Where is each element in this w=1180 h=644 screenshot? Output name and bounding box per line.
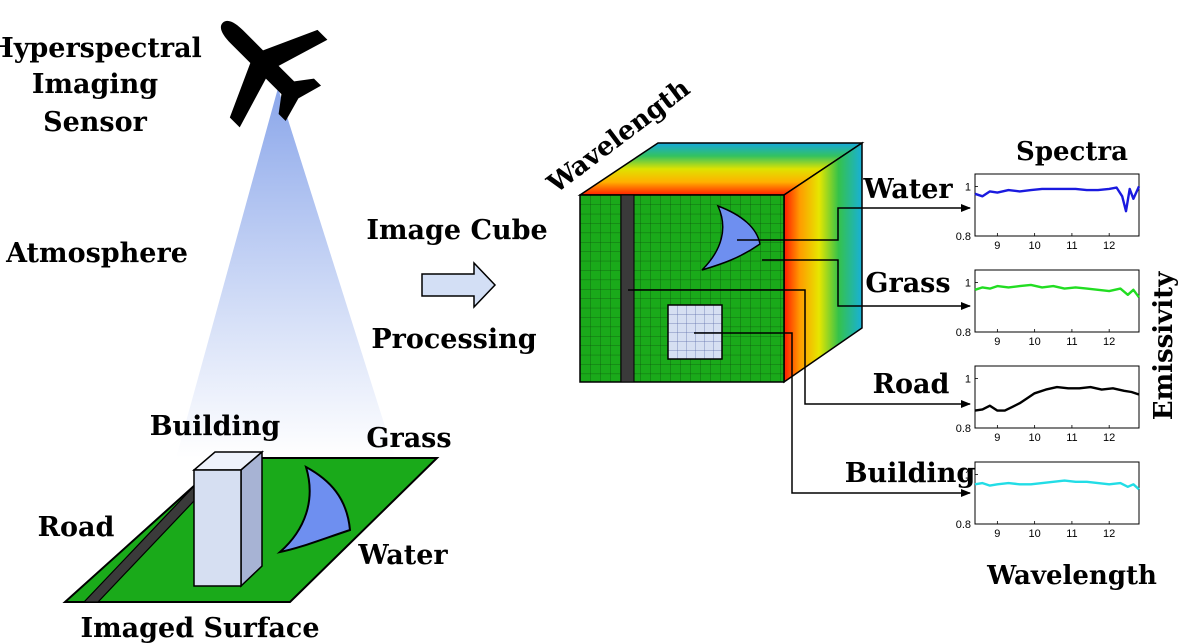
y-tick-label: 0.8: [956, 423, 971, 435]
road-connector: [628, 289, 971, 408]
x-tick-label: 12: [1103, 528, 1115, 540]
grass-chart-frame: [974, 269, 1140, 333]
scene-grass-label: Grass: [366, 423, 451, 454]
building-spectrum-label: Building: [845, 458, 976, 489]
x-tick-label: 10: [1029, 528, 1041, 540]
building-spectrum-line: [974, 479, 1140, 491]
grass-spectrum-line: [974, 283, 1140, 299]
processing-label: Processing: [371, 324, 536, 355]
x-tick-label: 12: [1103, 336, 1115, 348]
atmosphere-label: Atmosphere: [5, 238, 188, 269]
cube-road-column: [620, 194, 635, 383]
x-tick-label: 12: [1103, 240, 1115, 252]
building-front: [193, 469, 242, 587]
building-spectrum-chart: 9 10 11 12 0.8 1: [956, 461, 1140, 540]
x-tick-label: 11: [1066, 432, 1077, 444]
building-chart-frame: [974, 461, 1140, 525]
x-tick-label: 9: [994, 240, 1000, 252]
x-tick-label: 10: [1029, 240, 1041, 252]
y-tick-label: 1: [965, 181, 971, 193]
sensor-label-line-3: Sensor: [43, 107, 148, 138]
x-tick-label: 12: [1103, 432, 1115, 444]
water-body: [276, 464, 352, 554]
road-spectrum-line: [974, 385, 1140, 412]
road-chart-frame: [974, 365, 1140, 429]
road-spectrum-label: Road: [873, 369, 950, 400]
processing-arrow: [421, 261, 497, 309]
water-spectrum-line: [974, 185, 1141, 213]
x-tick-label: 9: [994, 432, 1000, 444]
x-tick-label: 9: [994, 336, 1000, 348]
y-tick-label: 1: [965, 277, 971, 289]
building-connector: [694, 332, 971, 497]
y-tick-label: 1: [965, 373, 971, 385]
sensor-label-line-1: Hyperspectral: [0, 33, 202, 64]
x-tick-label: 9: [994, 528, 1000, 540]
grass-spectrum-chart: 9 10 11 12 0.8 1: [956, 269, 1140, 348]
road-spectrum-chart: 9 10 11 12 0.8 1: [956, 365, 1140, 444]
imaged-surface-label: Imaged Surface: [80, 613, 319, 644]
cube-water-region: [701, 204, 761, 271]
wavelength-axis-label: Wavelength: [986, 561, 1157, 591]
building-side: [240, 450, 263, 588]
x-tick-label: 11: [1066, 336, 1077, 348]
x-tick-label: 11: [1066, 240, 1077, 252]
y-tick-label: 0.8: [956, 231, 971, 243]
image-cube-label: Image Cube: [366, 215, 547, 246]
water-connector: [737, 204, 971, 241]
y-tick-label: 0.8: [956, 327, 971, 339]
spectra-title: Spectra: [1016, 137, 1128, 167]
scene-water-label: Water: [357, 540, 448, 571]
x-tick-label: 10: [1029, 432, 1041, 444]
scene-road-label: Road: [38, 512, 115, 543]
cube-building-region: [667, 304, 723, 360]
x-tick-label: 10: [1029, 336, 1041, 348]
water-chart-frame: [974, 173, 1140, 237]
y-tick-label: 0.8: [956, 519, 971, 531]
y-tick-label: 1: [965, 469, 971, 481]
scene-building-label: Building: [150, 411, 281, 442]
grass-connector: [762, 259, 971, 310]
water-spectrum-label: Water: [862, 174, 953, 205]
water-spectrum-chart: 9 10 11 12 0.8 1: [956, 173, 1141, 252]
airplane-icon: [220, 20, 328, 128]
spectra-charts: 9 10 11 12 0.8 1 9 10 11 12 0.8 1 9 10 11 12 0.8 1 9 10 11 12…: [956, 173, 1141, 540]
sensor-label-line-2: Imaging: [32, 69, 158, 100]
emissivity-axis-label: Emissivity: [1149, 271, 1179, 420]
sensor-beam: [176, 88, 395, 458]
x-tick-label: 11: [1066, 528, 1077, 540]
grass-spectrum-label: Grass: [865, 268, 950, 299]
